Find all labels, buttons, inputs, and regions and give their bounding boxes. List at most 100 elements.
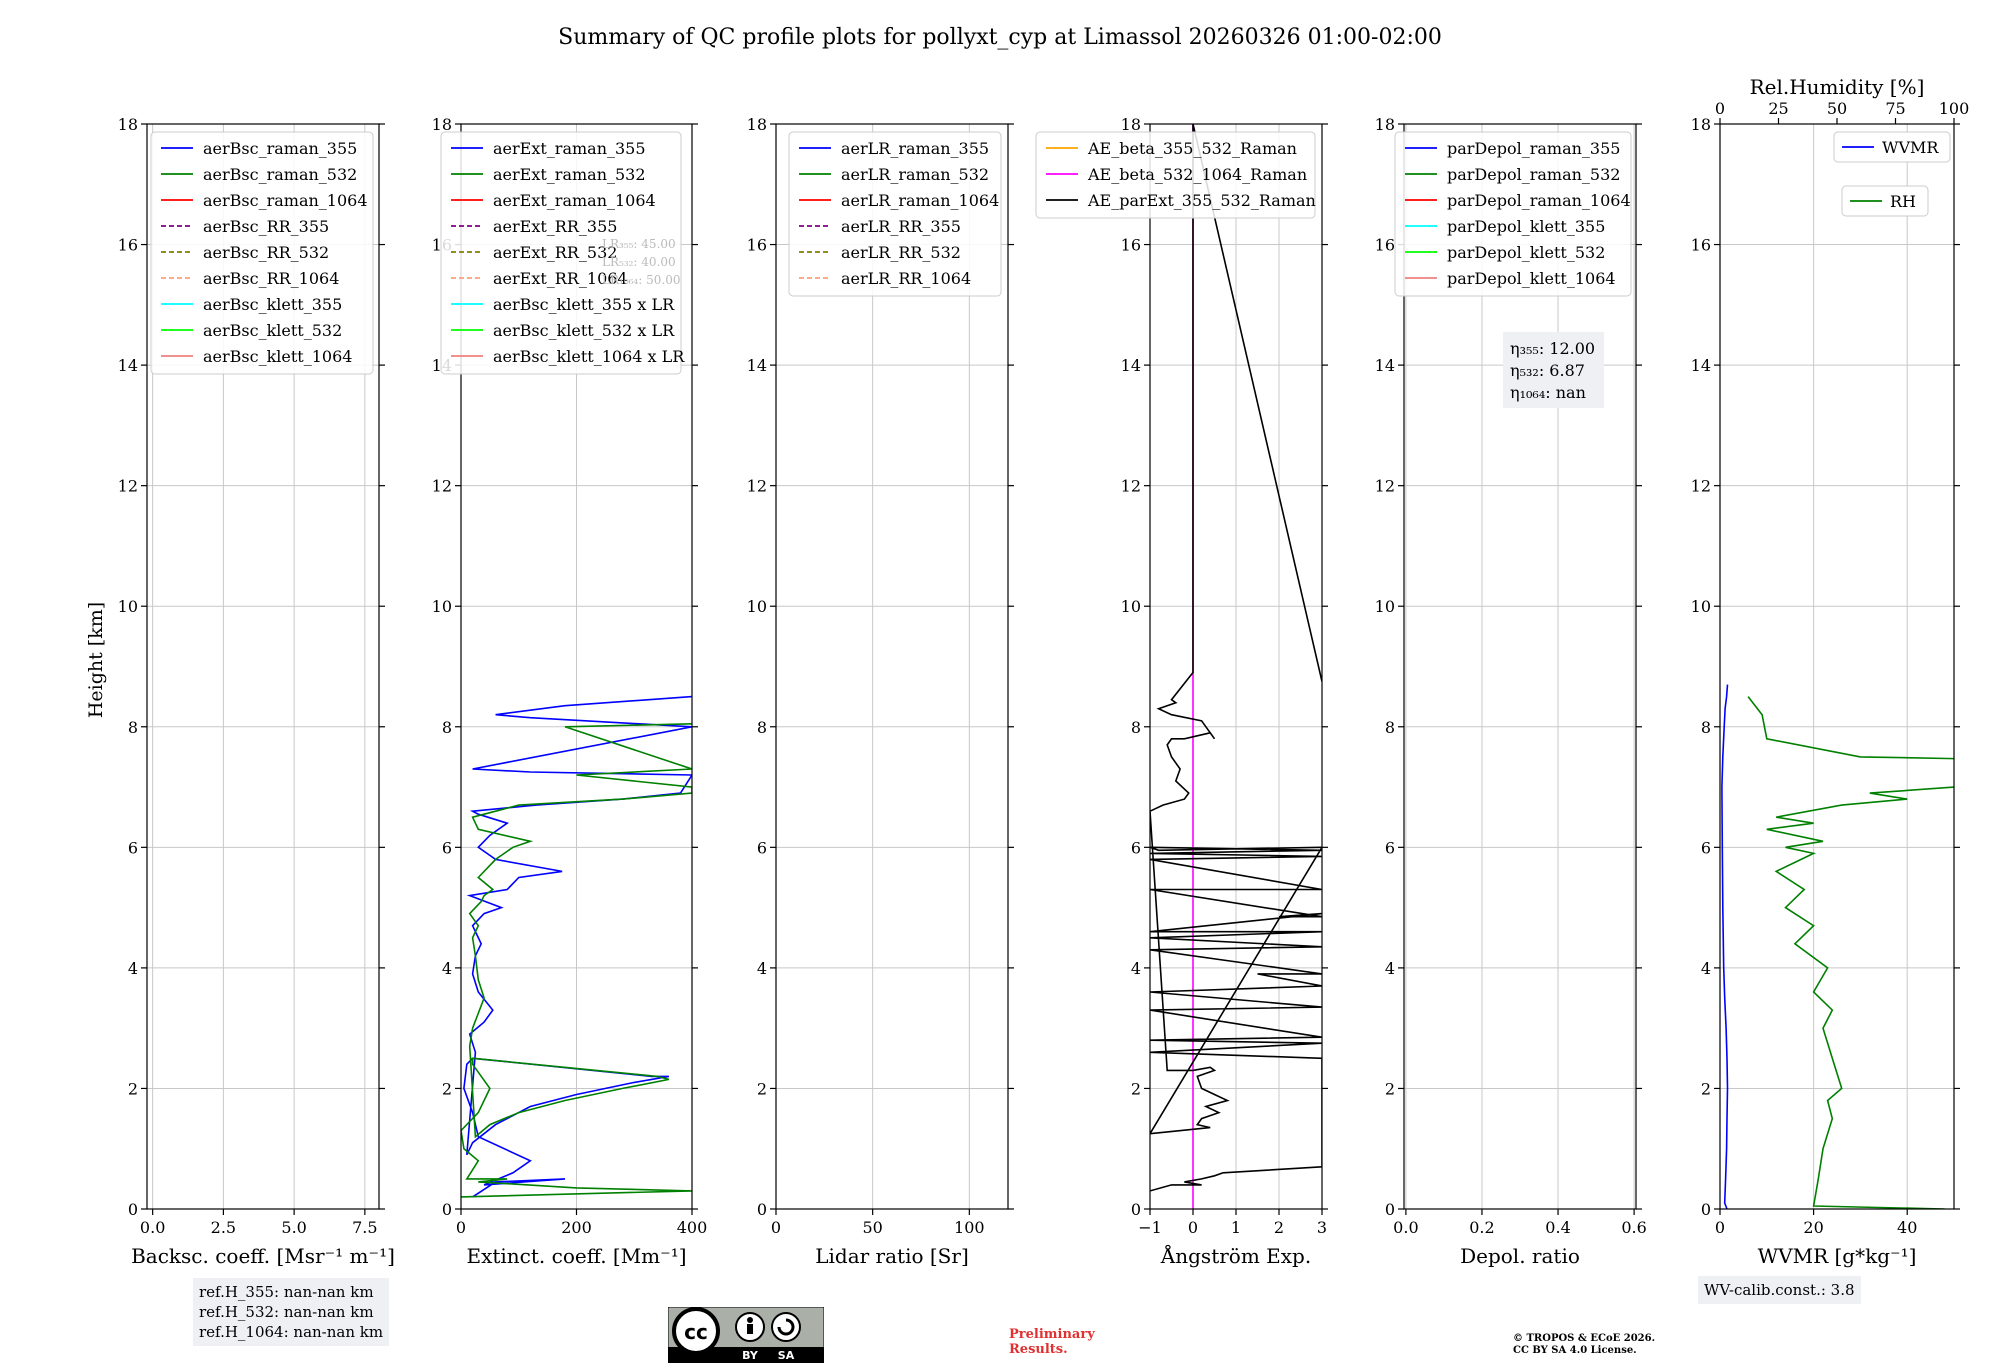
y-tick-label: 16	[118, 236, 138, 255]
legend-label: RH	[1890, 192, 1916, 211]
y-tick-label: 4	[1131, 959, 1141, 978]
y-tick-label: 18	[1691, 115, 1711, 134]
preliminary-line-2: Results.	[1009, 1342, 1068, 1357]
legend-label: aerBsc_klett_532	[203, 321, 342, 340]
series-line-aerExt_raman_532	[461, 723, 692, 1198]
y-tick-label: 0	[1385, 1200, 1395, 1219]
ref-heights-box: ref.H_355: nan-nan km ref.H_532: nan-nan…	[193, 1278, 390, 1346]
y-tick-label: 6	[1385, 838, 1395, 857]
x-tick-label: 3	[1317, 1218, 1327, 1237]
top-x-tick-label: 0	[1715, 99, 1725, 118]
y-tick-label: 12	[118, 477, 138, 496]
x-tick-label: 0.0	[140, 1218, 165, 1237]
x-tick-label: 0	[1715, 1218, 1725, 1237]
y-tick-label: 18	[1121, 115, 1141, 134]
legend-label: aerBsc_klett_355 x LR	[493, 295, 675, 314]
legend: WVMR	[1833, 131, 1951, 163]
lidar-ratio-annotation: LR₁₀₆₄: 50.00	[602, 273, 680, 287]
y-tick-label: 14	[1121, 356, 1141, 375]
y-tick-label: 0	[1701, 1200, 1711, 1219]
axes-frame	[146, 123, 380, 1210]
legend-label: aerBsc_klett_1064 x LR	[493, 347, 685, 366]
y-tick-label: 0	[757, 1200, 767, 1219]
y-tick-label: 0	[1131, 1200, 1141, 1219]
y-tick-label: 10	[747, 597, 767, 616]
legend-label: parDepol_raman_1064	[1447, 191, 1631, 210]
y-tick-label: 16	[1375, 236, 1395, 255]
y-tick-label: 12	[1691, 477, 1711, 496]
y-tick-label: 6	[1701, 838, 1711, 857]
legend-label: AE_beta_532_1064_Raman	[1087, 165, 1307, 184]
y-tick-label: 10	[432, 597, 452, 616]
panel-ext: 0246810121416180200400Extinct. coeff. [M…	[432, 115, 708, 1268]
axes-frame	[1719, 123, 1955, 1210]
x-axis-label: Ångström Exp.	[1160, 1243, 1311, 1268]
legend-label: aerLR_raman_1064	[841, 191, 999, 210]
y-tick-label: 6	[128, 838, 138, 857]
legend: parDepol_raman_355 parDepol_raman_532 parD…	[1394, 131, 1632, 297]
legend-label: aerBsc_klett_532 x LR	[493, 321, 675, 340]
y-tick-label: 4	[1701, 959, 1711, 978]
legend-box	[440, 131, 682, 375]
y-tick-label: 4	[128, 959, 138, 978]
x-tick-label: 20	[1803, 1218, 1823, 1237]
legend: RH	[1841, 185, 1929, 217]
preliminary-line-1: Preliminary	[1009, 1327, 1095, 1342]
x-tick-label: 0.2	[1469, 1218, 1494, 1237]
legend-box	[1841, 185, 1929, 217]
legend-label: aerBsc_raman_532	[203, 165, 357, 184]
legend-label: parDepol_klett_355	[1447, 217, 1605, 236]
y-tick-label: 8	[1701, 718, 1711, 737]
y-tick-label: 2	[757, 1079, 767, 1098]
y-tick-label: 8	[757, 718, 767, 737]
legend-label: aerBsc_RR_532	[203, 243, 329, 262]
y-tick-label: 12	[747, 477, 767, 496]
y-tick-label: 8	[1131, 718, 1141, 737]
y-tick-label: 10	[1375, 597, 1395, 616]
legend: aerBsc_raman_355 aerBsc_raman_532 aerBsc_r…	[150, 131, 374, 375]
panel-lr: 0 2 4 6 8 10 12 14 16 18 0 50 100 Lidar ratio [Sr] aer…	[747, 115, 1014, 1268]
legend-label: aerExt_raman_355	[493, 139, 646, 158]
x-axis-label: WVMR [g*kg⁻¹]	[1758, 1244, 1917, 1268]
legend-box	[1833, 131, 1951, 163]
x-tick-label: 0.0	[1393, 1218, 1418, 1237]
y-tick-label: 12	[1375, 477, 1395, 496]
y-tick-label: 8	[1385, 718, 1395, 737]
y-tick-label: 16	[1121, 236, 1141, 255]
svg-text:cc: cc	[684, 1320, 708, 1344]
x-tick-label: 50	[862, 1218, 882, 1237]
y-tick-label: 2	[1701, 1079, 1711, 1098]
ref-height-532: ref.H_532: nan-nan km	[199, 1303, 374, 1321]
x-tick-label: 0	[1188, 1218, 1198, 1237]
legend-label: aerExt_RR_1064	[493, 269, 628, 288]
legend: aerExt_raman_355 aerExt_raman_532 aerExt_r…	[440, 131, 685, 375]
y-tick-label: 8	[442, 718, 452, 737]
legend-label: aerLR_raman_355	[841, 139, 989, 158]
wv-calib-box: WV-calib.const.: 3.8	[1698, 1276, 1861, 1304]
top-x-tick-label: 100	[1939, 99, 1970, 118]
y-tick-label: 16	[1691, 236, 1711, 255]
x-tick-label: 0	[771, 1218, 781, 1237]
eta-annotation: η₁₀₆₄: nan	[1510, 383, 1586, 402]
y-tick-label: 10	[1691, 597, 1711, 616]
preliminary-note: Preliminary Results.	[1009, 1327, 1095, 1357]
axes-frame	[775, 123, 1009, 1210]
y-tick-label: 8	[128, 718, 138, 737]
y-axis-label: Height [km]	[85, 602, 107, 718]
x-axis-label: Lidar ratio [Sr]	[815, 1244, 969, 1268]
legend-label: parDepol_klett_1064	[1447, 269, 1616, 288]
x-tick-label: 0.4	[1545, 1218, 1570, 1237]
legend-label: AE_parExt_355_532_Raman	[1087, 191, 1316, 210]
legend-box	[150, 131, 374, 375]
y-tick-label: 4	[1385, 959, 1395, 978]
legend-label: aerLR_RR_355	[841, 217, 961, 236]
y-tick-label: 0	[128, 1200, 138, 1219]
axes-frame	[1403, 123, 1637, 1210]
legend-label: parDepol_raman_355	[1447, 139, 1620, 158]
cc-license-logo: cc BY SA	[667, 1306, 825, 1364]
legend: aerLR_raman_355 aerLR_raman_532 aerLR_rama…	[788, 131, 1002, 297]
